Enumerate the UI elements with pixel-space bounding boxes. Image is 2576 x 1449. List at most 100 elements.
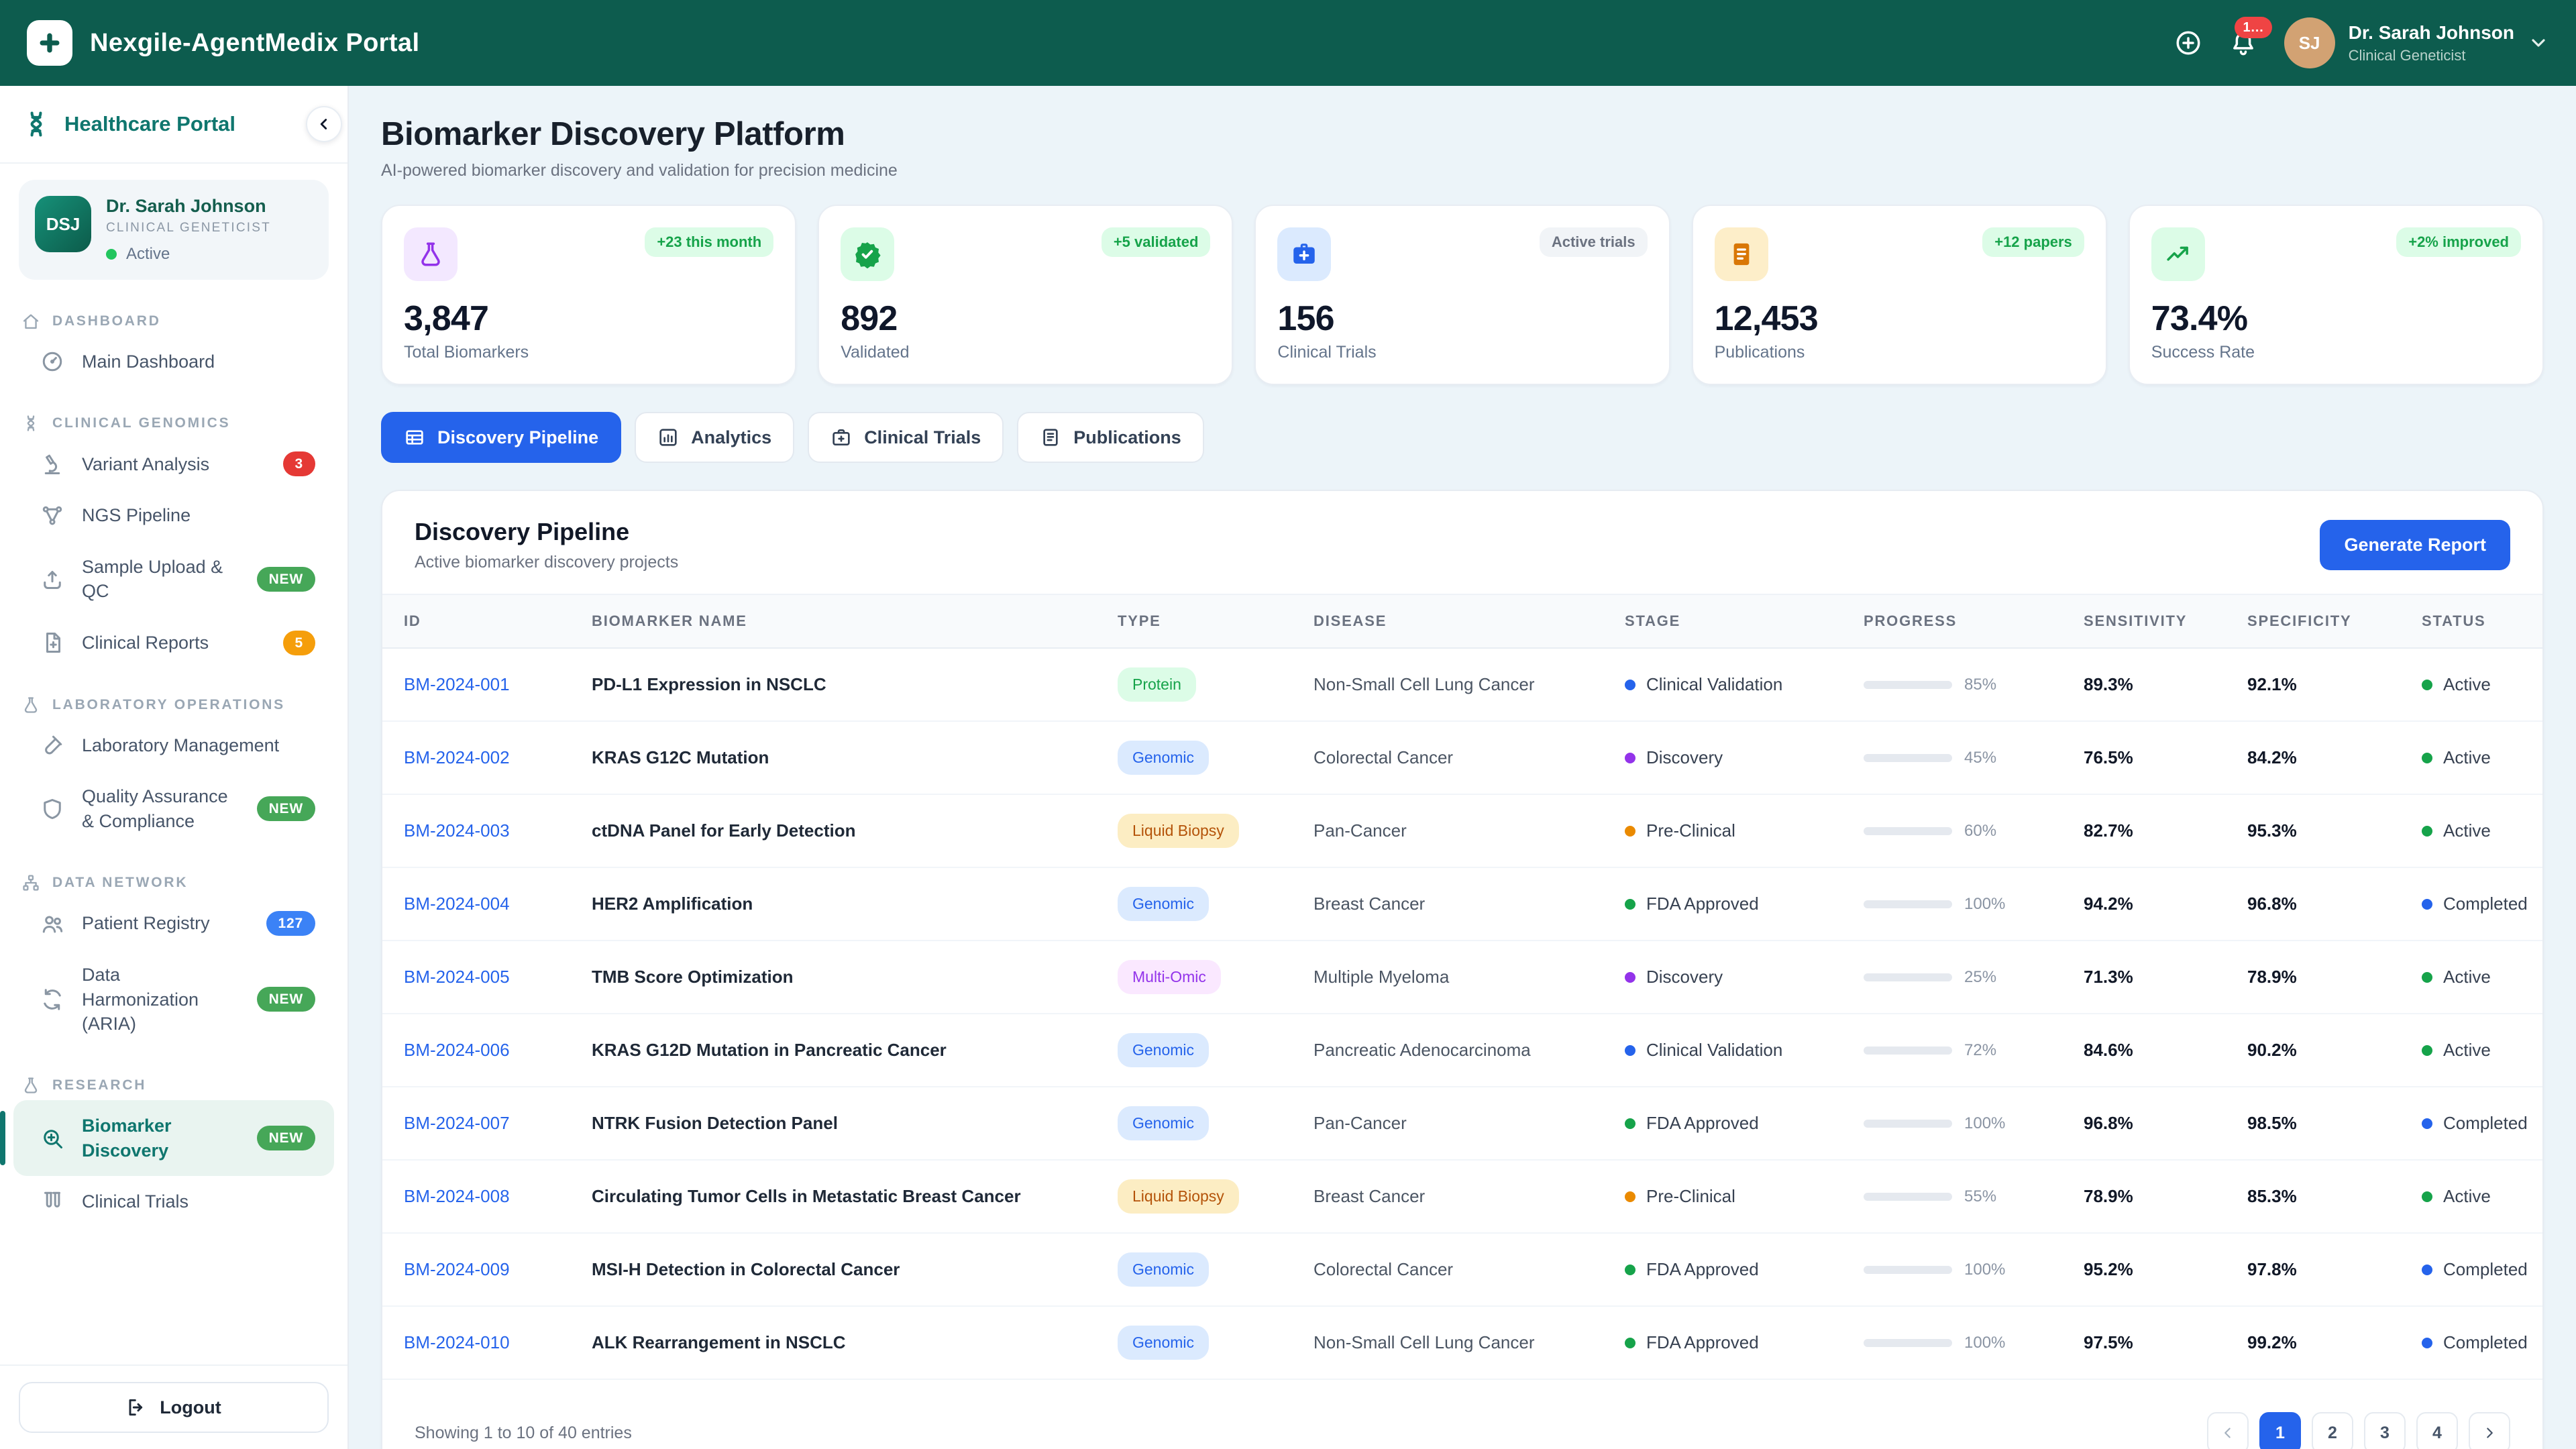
stat-label: Validated xyxy=(841,343,910,362)
stat-card-validated: +5 validated 892 Validated xyxy=(818,205,1234,385)
page-button-1[interactable]: 1 xyxy=(2259,1412,2301,1449)
column-header-disease: DISEASE xyxy=(1292,594,1603,649)
tab-discovery-pipeline[interactable]: Discovery Pipeline xyxy=(381,412,622,463)
sidebar-collapse-button[interactable] xyxy=(306,106,342,142)
user-role: Clinical Geneticist xyxy=(2348,46,2466,64)
add-button[interactable] xyxy=(2174,29,2202,57)
cell-biomarker-name: KRAS G12D Mutation in Pancreatic Cancer xyxy=(570,1014,1096,1087)
biomarker-id-link[interactable]: BM-2024-005 xyxy=(404,967,510,987)
sync-icon xyxy=(40,987,64,1012)
badge: NEW xyxy=(256,796,315,822)
progress-value: 100% xyxy=(1964,1260,2006,1279)
status-dot xyxy=(2422,898,2432,910)
progress-bar: 100% xyxy=(1864,1260,2041,1279)
status-badge: Active xyxy=(2422,820,2521,841)
column-header-progress: PROGRESS xyxy=(1842,594,2062,649)
progress-bar: 100% xyxy=(1864,895,2041,914)
status-dot xyxy=(2422,1337,2432,1348)
stat-card-publications: +12 papers 12,453 Publications xyxy=(1691,205,2107,385)
avatar: SJ xyxy=(2284,17,2335,68)
user-menu[interactable]: SJ Dr. Sarah Johnson Clinical Geneticist xyxy=(2284,17,2549,68)
table-row: BM-2024-008 Circulating Tumor Cells in M… xyxy=(382,1160,2542,1234)
biomarker-id-link[interactable]: BM-2024-003 xyxy=(404,820,510,841)
stage-dot xyxy=(1625,825,1635,837)
column-header-type: TYPE xyxy=(1096,594,1292,649)
page-button-2[interactable]: 2 xyxy=(2312,1412,2353,1449)
page-button-3[interactable]: 3 xyxy=(2364,1412,2406,1449)
sidebar-item-clinical-reports[interactable]: Clinical Reports 5 xyxy=(13,617,334,669)
biomarker-id-link[interactable]: BM-2024-007 xyxy=(404,1113,510,1133)
status-badge: Completed xyxy=(2422,1113,2528,1134)
biomarker-id-link[interactable]: BM-2024-008 xyxy=(404,1186,510,1206)
sidebar-item-main-dashboard[interactable]: Main Dashboard xyxy=(13,336,334,387)
biomarker-id-link[interactable]: BM-2024-010 xyxy=(404,1332,510,1352)
sidebar-item-ngs-pipeline[interactable]: NGS Pipeline xyxy=(13,490,334,541)
cell-sensitivity: 76.5% xyxy=(2062,721,2226,795)
page-button-4[interactable]: 4 xyxy=(2416,1412,2458,1449)
cell-biomarker-name: KRAS G12C Mutation xyxy=(570,721,1096,795)
user-name: Dr. Sarah Johnson xyxy=(2348,22,2514,44)
column-header-status: STATUS xyxy=(2400,594,2542,649)
biomarker-id-link[interactable]: BM-2024-002 xyxy=(404,747,510,767)
logout-button[interactable]: Logout xyxy=(19,1382,329,1433)
sidebar-item-variant-analysis[interactable]: Variant Analysis 3 xyxy=(13,438,334,490)
sidebar-section-laboratory-operations: LABORATORY OPERATIONS xyxy=(0,696,347,714)
cell-biomarker-name: ctDNA Panel for Early Detection xyxy=(570,794,1096,868)
test-tubes-icon xyxy=(40,1189,64,1214)
biomarker-id-link[interactable]: BM-2024-006 xyxy=(404,1040,510,1060)
tab-analytics[interactable]: Analytics xyxy=(635,412,795,463)
cell-specificity: 96.8% xyxy=(2226,867,2400,941)
badge: 3 xyxy=(282,451,315,477)
cell-sensitivity: 89.3% xyxy=(2062,648,2226,722)
cell-stage: Pre-Clinical xyxy=(1625,820,1821,841)
generate-report-button[interactable]: Generate Report xyxy=(2320,520,2510,570)
cell-disease: Pan-Cancer xyxy=(1292,794,1603,868)
chevron-down-icon xyxy=(2528,32,2549,54)
cell-specificity: 99.2% xyxy=(2226,1306,2400,1380)
progress-bar: 100% xyxy=(1864,1334,2041,1352)
biomarker-id-link[interactable]: BM-2024-004 xyxy=(404,894,510,914)
stat-label: Total Biomarkers xyxy=(404,343,529,362)
sidebar-item-biomarker-discovery[interactable]: Biomarker Discovery NEW xyxy=(0,1100,334,1177)
cell-stage: FDA Approved xyxy=(1625,1332,1821,1353)
cell-disease: Pancreatic Adenocarcinoma xyxy=(1292,1014,1603,1087)
sidebar-item-data-harmonization-aria[interactable]: Data Harmonization (ARIA) NEW xyxy=(13,949,334,1049)
progress-value: 60% xyxy=(1964,821,1997,840)
badge: NEW xyxy=(256,1126,315,1151)
biomarker-id-link[interactable]: BM-2024-001 xyxy=(404,674,510,694)
tab-publications[interactable]: Publications xyxy=(1017,412,1204,463)
previous-page-button[interactable] xyxy=(2207,1412,2249,1449)
cell-biomarker-name: TMB Score Optimization xyxy=(570,941,1096,1014)
microscope-icon xyxy=(40,452,64,476)
panel-title: Discovery Pipeline xyxy=(415,518,630,545)
cell-biomarker-name: HER2 Amplification xyxy=(570,867,1096,941)
sidebar-item-patient-registry[interactable]: Patient Registry 127 xyxy=(13,898,334,949)
progress-value: 100% xyxy=(1964,894,2006,913)
status-badge: Completed xyxy=(2422,1332,2528,1353)
tab-clinical-trials[interactable]: Clinical Trials xyxy=(808,412,1004,463)
sidebar-item-sample-upload-qc[interactable]: Sample Upload & QC NEW xyxy=(13,541,334,617)
notifications-button[interactable]: 1… xyxy=(2229,17,2272,57)
biomarker-id-link[interactable]: BM-2024-009 xyxy=(404,1259,510,1279)
shield-icon xyxy=(40,797,64,821)
beaker-icon xyxy=(21,1076,40,1095)
stage-dot xyxy=(1625,898,1635,910)
chart-icon xyxy=(657,427,679,448)
cell-specificity: 97.8% xyxy=(2226,1233,2400,1307)
cell-sensitivity: 94.2% xyxy=(2062,867,2226,941)
dna-icon xyxy=(21,109,51,139)
type-badge: Multi-Omic xyxy=(1118,960,1221,994)
status-badge: Completed xyxy=(2422,1259,2528,1280)
page-subtitle: AI-powered biomarker discovery and valid… xyxy=(381,161,898,180)
sidebar-item-laboratory-management[interactable]: Laboratory Management xyxy=(13,720,334,771)
sidebar-item-quality-assurance-compliance[interactable]: Quality Assurance & Compliance NEW xyxy=(13,771,334,847)
progress-bar: 45% xyxy=(1864,749,2041,767)
type-badge: Liquid Biopsy xyxy=(1118,1179,1239,1214)
stat-label: Success Rate xyxy=(2151,343,2255,362)
cell-sensitivity: 82.7% xyxy=(2062,794,2226,868)
top-header-bar: Nexgile-AgentMedix Portal 1… SJ Dr. Sara… xyxy=(0,0,2576,86)
progress-value: 100% xyxy=(1964,1114,2006,1132)
sidebar-item-clinical-trials[interactable]: Clinical Trials xyxy=(13,1176,334,1227)
next-page-button[interactable] xyxy=(2469,1412,2510,1449)
